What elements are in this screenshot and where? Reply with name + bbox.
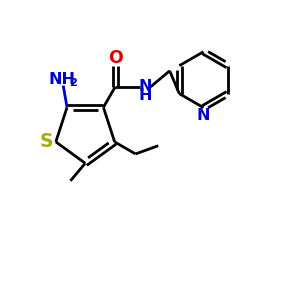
Text: NH: NH	[48, 72, 75, 87]
Text: N: N	[197, 108, 210, 123]
Text: O: O	[108, 50, 122, 68]
Text: N: N	[139, 79, 152, 94]
Text: H: H	[139, 88, 152, 103]
Text: S: S	[40, 132, 53, 151]
Text: 2: 2	[69, 78, 76, 88]
